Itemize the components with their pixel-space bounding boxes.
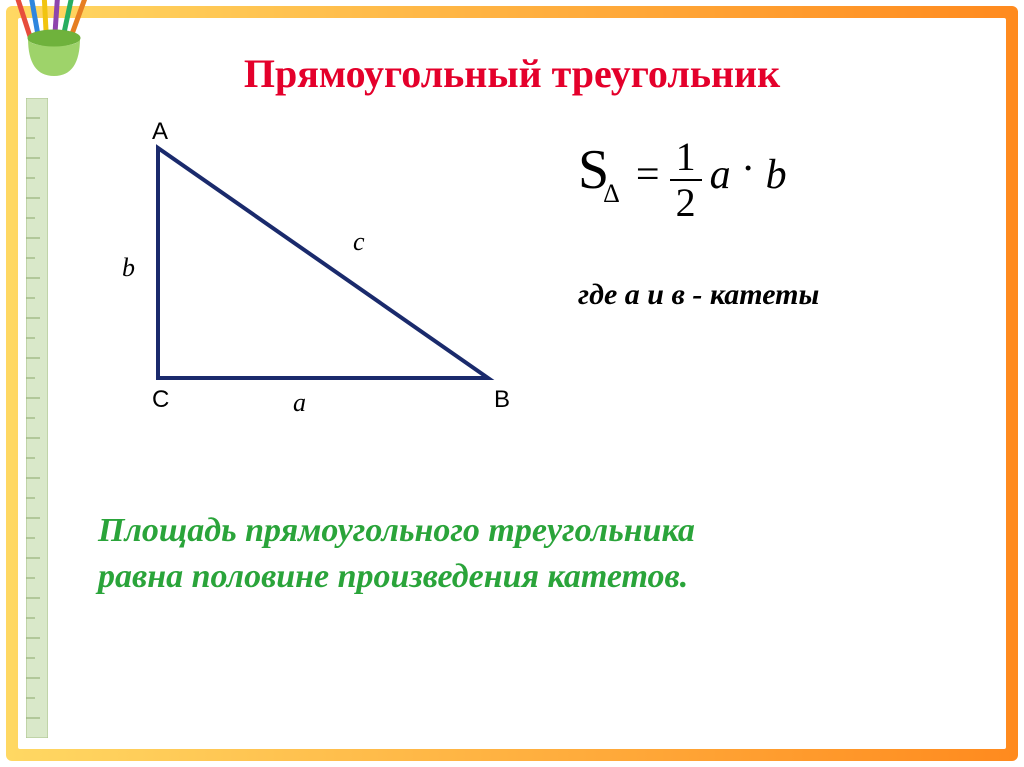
triangle-svg bbox=[108, 128, 518, 428]
slide-frame: Прямоугольный треугольник A B C a b c SΔ… bbox=[0, 0, 1024, 767]
formula-rhs: a · b bbox=[710, 152, 787, 198]
formula-delta: Δ bbox=[603, 179, 620, 208]
slide-title: Прямоугольный треугольник bbox=[18, 50, 1006, 97]
triangle-diagram: A B C a b c bbox=[108, 128, 518, 428]
vertex-label-c: C bbox=[152, 386, 169, 414]
formula-fraction: 1 2 bbox=[670, 137, 702, 223]
conclusion-line1: Площадь прямоугольного треугольника bbox=[98, 508, 946, 554]
ruler-icon bbox=[26, 98, 48, 738]
edge-label-b: b bbox=[122, 253, 135, 283]
formula-note: где а и в - катеты bbox=[578, 278, 819, 312]
formula-dot: · bbox=[741, 146, 755, 192]
fraction-numerator: 1 bbox=[670, 137, 702, 179]
slide-content: Прямоугольный треугольник A B C a b c SΔ… bbox=[18, 18, 1006, 749]
formula-eq: = bbox=[636, 152, 660, 198]
formula-b: b bbox=[766, 152, 787, 198]
edge-label-a: a bbox=[293, 388, 306, 418]
vertex-label-b: B bbox=[494, 386, 510, 414]
vertex-label-a: A bbox=[152, 118, 168, 146]
area-formula: SΔ = 1 2 a · b bbox=[578, 138, 978, 258]
conclusion-line2: равна половине произведения катетов. bbox=[98, 554, 946, 600]
edge-label-c: c bbox=[353, 227, 365, 257]
conclusion: Площадь прямоугольного треугольника равн… bbox=[98, 508, 946, 600]
formula-a: a bbox=[710, 152, 731, 198]
fraction-denominator: 2 bbox=[670, 179, 702, 223]
gradient-border: Прямоугольный треугольник A B C a b c SΔ… bbox=[6, 6, 1018, 761]
